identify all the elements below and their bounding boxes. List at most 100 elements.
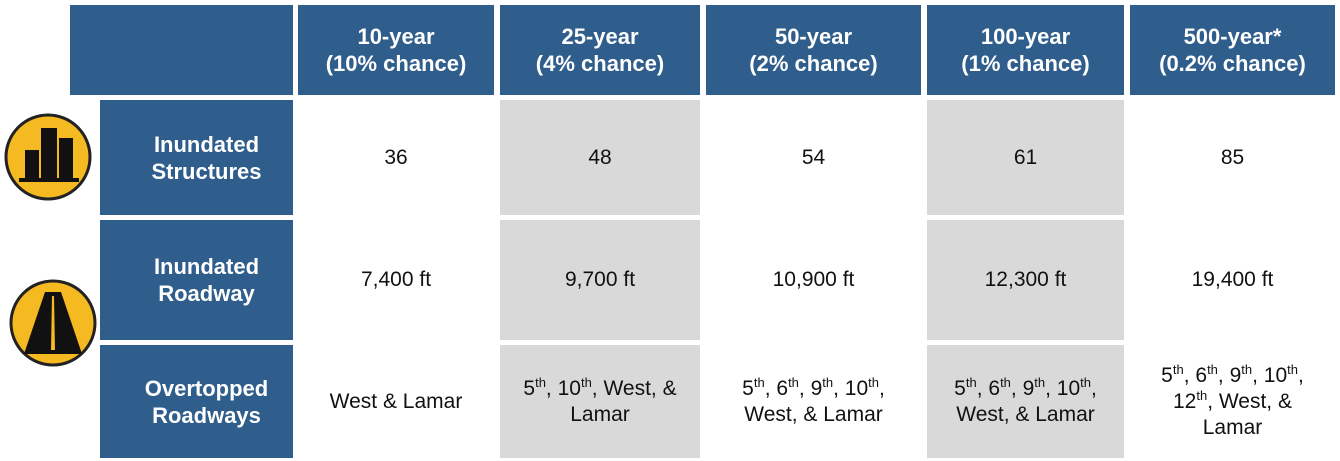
- label-line: Roadways: [152, 402, 261, 428]
- label-line: Inundated: [153, 131, 260, 157]
- text: 10,900 ft: [772, 268, 855, 291]
- cell-text: West & Lamar: [330, 389, 463, 415]
- superscript: th: [1080, 374, 1091, 390]
- superscript: th: [868, 374, 879, 390]
- text: , West, & Lamar: [1202, 389, 1292, 439]
- table-cell: 54: [706, 100, 921, 215]
- text: , 10: [545, 376, 581, 400]
- text: , 9: [1217, 363, 1242, 387]
- buildings-icon: [4, 113, 92, 201]
- superscript: th: [822, 374, 834, 390]
- corner-cell: [70, 5, 293, 95]
- header-line: (10% chance): [325, 51, 467, 76]
- cell-text: 5th, 6th, 9th, 10th, West, & Lamar: [726, 376, 901, 428]
- table-cell: 5th, 6th, 9th, 10th, West, & Lamar: [706, 345, 921, 458]
- header-line: (0.2% chance): [1159, 51, 1306, 76]
- table-cell: 85: [1130, 100, 1335, 215]
- header-line: 25-year: [561, 24, 639, 49]
- cell-text: 5th, 10th, West, & Lamar: [520, 376, 680, 428]
- cell-text: 36: [384, 145, 407, 171]
- text: 61: [1013, 145, 1038, 169]
- text: 36: [384, 145, 408, 169]
- text: 5: [523, 376, 536, 400]
- table-cell: 5th, 10th, West, & Lamar: [500, 345, 700, 458]
- table-cell: 7,400 ft: [298, 220, 494, 340]
- column-header: 10-year (10% chance): [298, 5, 494, 95]
- text: , West, & Lamar: [956, 376, 1097, 426]
- text: 48: [588, 145, 612, 169]
- row-label: Inundated Structures: [100, 100, 293, 215]
- header-line: 100-year: [980, 24, 1071, 49]
- text: , 12: [1172, 363, 1304, 413]
- label-line: Inundated: [153, 254, 260, 279]
- label-line: Structures: [151, 158, 262, 184]
- text: 5: [954, 376, 966, 400]
- cell-text: 54: [802, 145, 825, 171]
- superscript: th: [580, 374, 592, 390]
- text: , 9: [798, 376, 823, 400]
- text: , 10: [1045, 376, 1081, 400]
- text: 5: [1161, 363, 1173, 387]
- superscript: th: [1207, 361, 1218, 377]
- table-cell: 12,300 ft: [927, 220, 1124, 340]
- cell-text: 48: [588, 145, 611, 171]
- superscript: th: [1034, 374, 1046, 390]
- text: 85: [1220, 145, 1245, 169]
- table-cell: 61: [927, 100, 1124, 215]
- superscript: th: [965, 374, 977, 390]
- column-header: 25-year (4% chance): [500, 5, 700, 95]
- cell-text: 10,900 ft: [773, 267, 855, 293]
- text: , 10: [1252, 363, 1288, 387]
- text: , 10: [833, 376, 869, 400]
- text: 54: [801, 145, 826, 169]
- column-header: 100-year (1% chance): [927, 5, 1124, 95]
- header-line: 10-year: [357, 24, 435, 49]
- text: West & Lamar: [329, 389, 463, 413]
- text: , 6: [1183, 363, 1208, 387]
- table-cell: West & Lamar: [298, 345, 494, 458]
- table-cell: 19,400 ft: [1130, 220, 1335, 340]
- text: , 6: [764, 376, 789, 400]
- superscript: th: [1000, 374, 1011, 390]
- header-line: 500-year*: [1183, 24, 1282, 49]
- superscript: th: [753, 374, 765, 390]
- table-cell: 48: [500, 100, 700, 215]
- cell-text: 85: [1221, 145, 1244, 171]
- superscript: th: [1172, 361, 1184, 377]
- superscript: th: [1196, 387, 1208, 403]
- table-cell: 9,700 ft: [500, 220, 700, 340]
- table-cell: 36: [298, 100, 494, 215]
- text: 19,400 ft: [1191, 268, 1274, 291]
- cell-text: 5th, 6th, 9th, 10th, 12th, West, & Lamar: [1150, 363, 1315, 441]
- cell-text: 5th, 6th, 9th, 10th, West, & Lamar: [947, 376, 1104, 428]
- cell-text: 12,300 ft: [985, 267, 1067, 293]
- row-label: Overtopped Roadways: [100, 345, 293, 458]
- text: 12,300 ft: [984, 268, 1067, 291]
- table-cell: 10,900 ft: [706, 220, 921, 340]
- superscript: th: [1287, 361, 1298, 377]
- row-label: Inundated Roadway: [100, 220, 293, 340]
- text: , 9: [1010, 376, 1035, 400]
- superscript: th: [788, 374, 799, 390]
- header-line: (4% chance): [535, 51, 665, 76]
- label-line: Roadway: [158, 281, 255, 306]
- header-line: 50-year: [774, 24, 853, 49]
- cell-text: 61: [1014, 145, 1037, 171]
- header-line: (2% chance): [749, 51, 878, 76]
- text: 9,700 ft: [564, 268, 636, 291]
- text: , West, & Lamar: [744, 376, 885, 426]
- cell-text: 19,400 ft: [1192, 267, 1274, 293]
- superscript: th: [1241, 361, 1253, 377]
- table-cell: 5th, 6th, 9th, 10th, West, & Lamar: [927, 345, 1124, 458]
- column-header: 50-year (2% chance): [706, 5, 921, 95]
- text: 7,400 ft: [360, 268, 432, 291]
- label-line: Overtopped: [144, 375, 269, 401]
- header-line: (1% chance): [961, 51, 1090, 76]
- superscript: th: [535, 374, 546, 390]
- text: 5: [742, 376, 754, 400]
- road-icon: [9, 279, 97, 367]
- text: , West, & Lamar: [570, 376, 677, 426]
- table-cell: 5th, 6th, 9th, 10th, 12th, West, & Lamar: [1130, 345, 1335, 458]
- column-header: 500-year* (0.2% chance): [1130, 5, 1335, 95]
